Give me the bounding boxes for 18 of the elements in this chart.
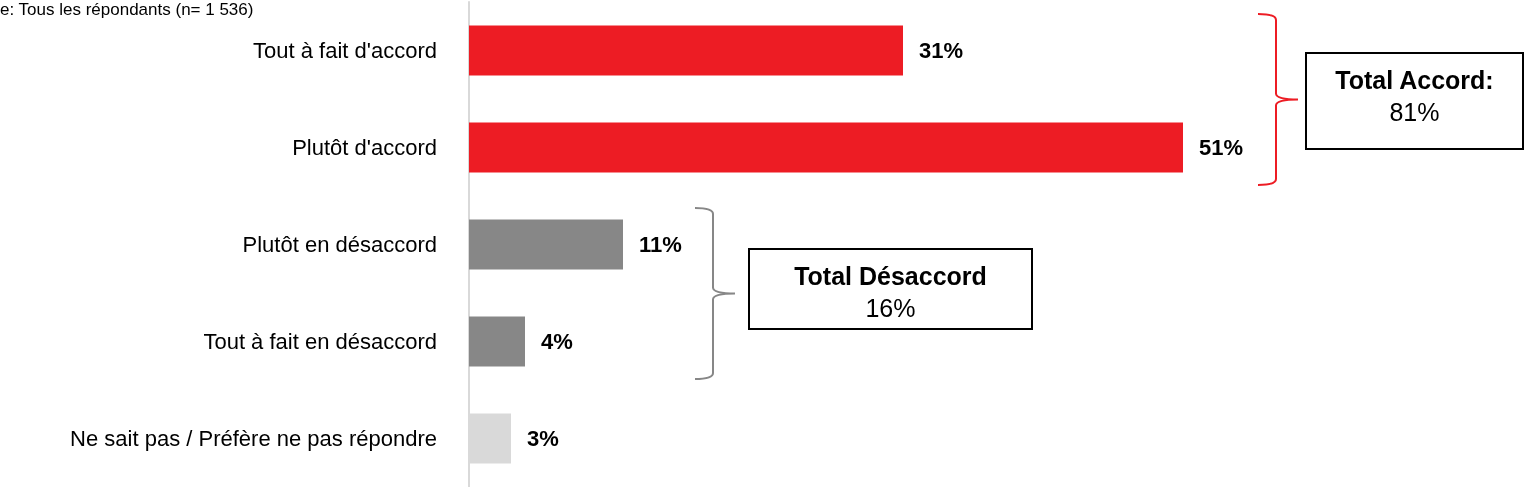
bar xyxy=(469,219,623,270)
y-tick-label: Tout à fait d'accord xyxy=(253,38,437,63)
y-tick-label: Plutôt en désaccord xyxy=(242,232,437,257)
bar xyxy=(469,316,525,367)
data-label: 4% xyxy=(541,329,573,354)
data-label: 3% xyxy=(527,426,559,451)
y-tick-label: Tout à fait en désaccord xyxy=(203,329,437,354)
bar xyxy=(469,122,1183,173)
data-label: 31% xyxy=(919,38,964,63)
callout-box: Total Désaccord 16% xyxy=(748,248,1033,330)
bar xyxy=(469,25,903,76)
annotation: Total Désaccord 16% xyxy=(793,261,988,322)
y-tick-label: Plutôt d'accord xyxy=(292,135,437,160)
data-label: 11% xyxy=(639,232,682,257)
data-label: 51% xyxy=(1199,135,1244,160)
text: e: Tous les répondants (n= 1 536) xyxy=(0,0,254,20)
callout-box: Total Accord: 81% xyxy=(1305,52,1524,150)
y-tick-label: Ne sait pas / Préfère ne pas répondre xyxy=(70,426,437,451)
